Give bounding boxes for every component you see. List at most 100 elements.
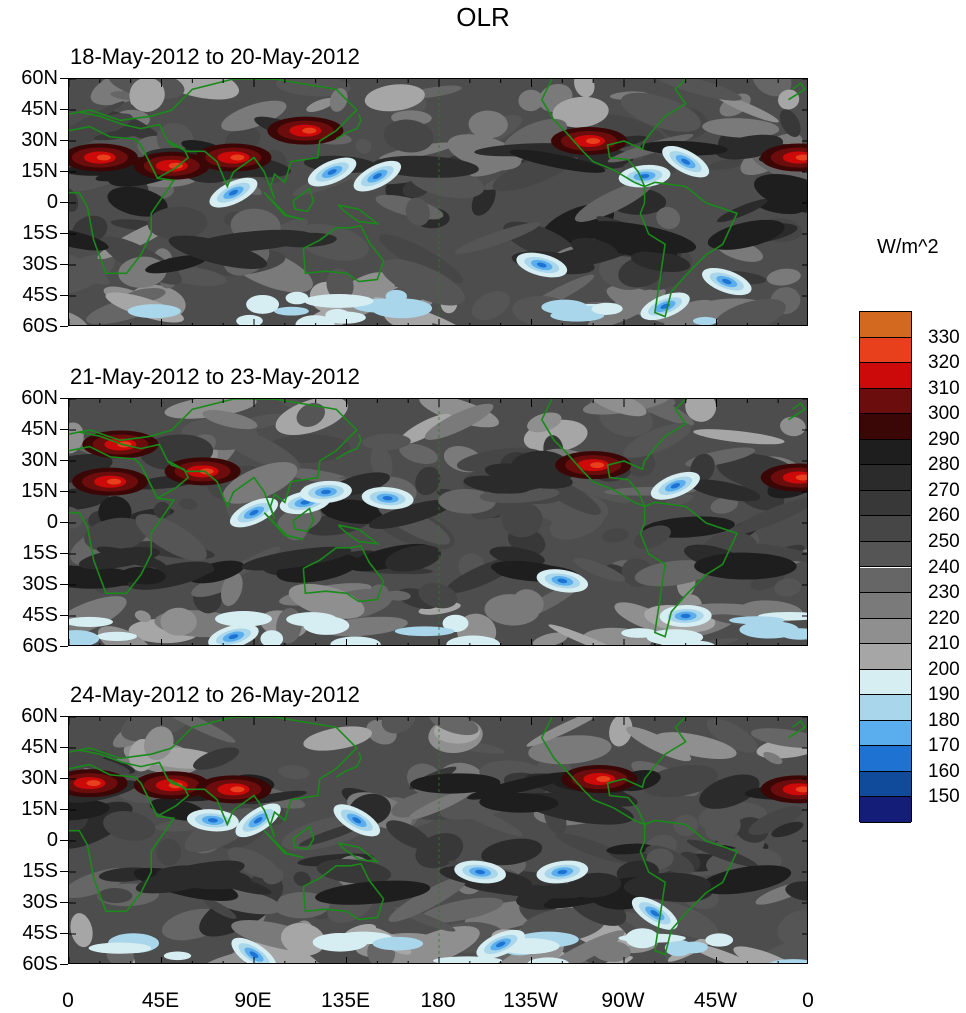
olr-contour	[686, 839, 758, 868]
lon-label: 45W	[693, 989, 738, 1012]
olr-contour	[203, 898, 237, 919]
olr-contour	[372, 173, 382, 180]
olr-contour	[135, 513, 207, 561]
olr-contour	[326, 268, 354, 302]
lat-tick	[60, 78, 68, 79]
coastline	[292, 825, 315, 851]
olr-contour	[597, 114, 667, 147]
colorbar-segment	[860, 337, 911, 364]
olr-contour	[557, 578, 568, 584]
olr-contour	[511, 450, 568, 479]
olr-contour	[221, 100, 287, 132]
olr-contour	[681, 158, 691, 165]
olr-contour	[748, 806, 803, 836]
colorbar-segment	[860, 669, 911, 696]
coastline	[140, 140, 190, 180]
olr-field	[69, 79, 807, 325]
lat-label: 60N	[21, 67, 58, 89]
colorbar-units: W/m^2	[877, 236, 939, 258]
olr-contour	[708, 159, 744, 170]
colorbar-segment	[860, 567, 911, 594]
olr-contour	[573, 558, 626, 582]
olr-contour	[518, 89, 544, 112]
olr-contour	[733, 946, 802, 963]
olr-contour	[249, 509, 259, 516]
colorbar-segment	[860, 439, 911, 466]
coastline	[337, 204, 381, 225]
olr-contour	[278, 765, 310, 780]
lat-tick	[60, 871, 68, 872]
olr-contour	[352, 817, 362, 824]
olr-contour	[306, 97, 335, 113]
olr-contour	[795, 154, 807, 161]
olr-contour	[418, 583, 458, 609]
olr-contour	[587, 399, 647, 417]
olr-contour	[362, 433, 411, 451]
olr-contour	[296, 402, 325, 427]
olr-contour	[557, 869, 568, 875]
olr-contour	[381, 717, 415, 734]
olr-contour	[664, 299, 718, 325]
colorbar-label: 150	[928, 786, 960, 808]
olr-contour	[446, 635, 501, 645]
lon-label: 0	[62, 989, 74, 1012]
olr-contour	[501, 501, 543, 538]
coastline	[335, 113, 362, 140]
olr-contour	[552, 96, 609, 128]
olr-contour	[706, 718, 758, 753]
olr-contour	[230, 786, 245, 793]
olr-contour	[658, 637, 739, 645]
lat-label: 15N	[21, 480, 58, 502]
colorbar-label: 210	[928, 633, 960, 655]
olr-contour	[777, 909, 807, 947]
colorbar-segment	[860, 516, 911, 542]
olr-contour	[653, 79, 742, 101]
olr-contour	[207, 818, 218, 823]
coastline	[292, 507, 315, 533]
olr-contour	[699, 774, 760, 809]
olr-contour	[420, 897, 504, 923]
olr-contour	[795, 474, 807, 481]
olr-contour	[771, 821, 804, 838]
olr-contour	[86, 780, 101, 787]
olr-contour	[596, 776, 611, 782]
olr-contour	[103, 811, 156, 841]
colorbar-segment	[860, 593, 911, 619]
olr-contour	[574, 180, 653, 222]
olr-contour	[144, 726, 174, 761]
olr-contour	[670, 483, 681, 489]
colorbar-segment	[860, 644, 911, 670]
colorbar-label: 180	[928, 709, 960, 731]
olr-contour	[654, 732, 737, 760]
olr-contour	[620, 92, 701, 132]
olr-contour	[386, 820, 431, 850]
olr-contour	[591, 302, 623, 315]
olr-contour	[429, 717, 479, 736]
olr-contour	[120, 566, 166, 585]
olr-map-panel-3	[68, 716, 808, 964]
olr-contour	[163, 951, 192, 961]
olr-contour	[285, 291, 309, 305]
olr-contour	[372, 936, 424, 951]
coastline	[639, 181, 739, 318]
olr-contour	[710, 496, 739, 514]
olr-contour	[566, 872, 622, 898]
lat-label: 45N	[21, 418, 58, 440]
lat-label: 30S	[22, 253, 58, 275]
olr-contour	[399, 443, 438, 464]
lat-tick	[60, 553, 68, 554]
coastline	[302, 544, 385, 603]
olr-contour	[391, 788, 454, 818]
coastline	[263, 512, 304, 541]
olr-contour	[661, 640, 715, 645]
colorbar-label: 290	[928, 428, 960, 450]
olr-contour	[383, 119, 434, 153]
figure-title: OLR	[456, 2, 510, 32]
colorbar-segment	[860, 312, 911, 338]
lat-label: 30N	[21, 129, 58, 151]
lat-label: 15S	[22, 542, 58, 564]
olr-contour	[228, 189, 239, 196]
lat-label: 60S	[22, 953, 58, 975]
olr-contour	[69, 226, 109, 251]
colorbar-segment	[860, 695, 911, 721]
